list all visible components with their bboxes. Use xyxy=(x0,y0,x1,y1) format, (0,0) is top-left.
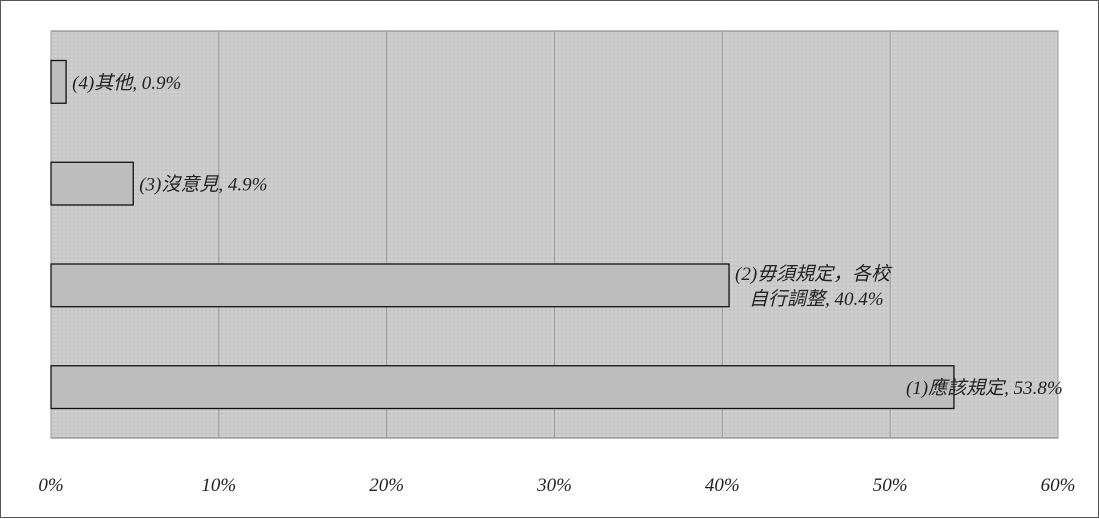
x-tick-label: 0% xyxy=(38,475,63,496)
bar-data-label: 自行調整, 40.4% xyxy=(749,289,884,310)
bar xyxy=(50,59,67,104)
x-tick-label: 30% xyxy=(536,475,572,496)
bar xyxy=(50,365,955,410)
bar xyxy=(50,263,730,308)
bar-data-label: (4)其他, 0.9% xyxy=(72,73,181,94)
bar-data-label: (3)沒意見, 4.9% xyxy=(139,174,267,196)
x-tick-label: 20% xyxy=(369,475,404,496)
bar-data-label: (1)應該規定, 53.8% xyxy=(906,377,1063,399)
bar xyxy=(50,161,134,206)
bars xyxy=(50,59,955,410)
x-tick-label: 40% xyxy=(705,475,740,496)
x-tick-label: 60% xyxy=(1041,475,1076,496)
bar-data-label: (2)毋須規定，各校 xyxy=(735,263,893,285)
x-axis-ticks: 0% 10% 20% 30% 40% 50% 60% xyxy=(38,475,1075,496)
x-tick-label: 50% xyxy=(873,475,908,496)
x-tick-label: 10% xyxy=(201,475,236,496)
